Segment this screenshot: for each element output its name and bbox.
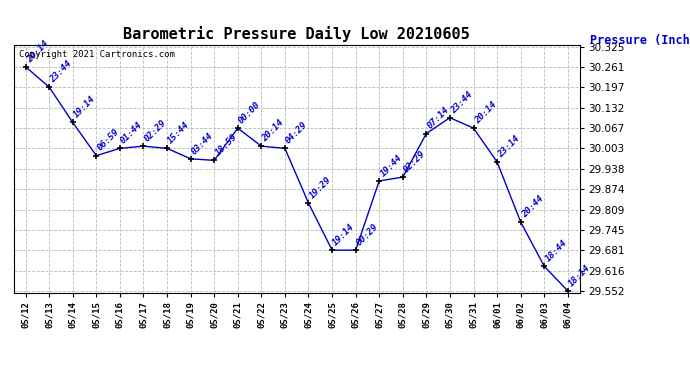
Text: 02:29: 02:29 [402,149,427,174]
Text: 23:14: 23:14 [496,134,522,159]
Text: 01:44: 01:44 [119,120,144,146]
Text: 19:14: 19:14 [72,94,97,120]
Text: 03:44: 03:44 [190,130,215,156]
Text: Pressure (Inches/Hg): Pressure (Inches/Hg) [590,34,690,47]
Text: 02:29: 02:29 [143,118,168,143]
Text: Copyright 2021 Cartronics.com: Copyright 2021 Cartronics.com [19,50,175,59]
Text: 18:59: 18:59 [213,132,239,158]
Text: 18:14: 18:14 [567,263,593,288]
Text: 06:59: 06:59 [95,128,121,153]
Text: 19:29: 19:29 [308,175,333,200]
Text: 19:14: 19:14 [331,222,357,248]
Text: 04:29: 04:29 [284,120,310,146]
Text: 23:44: 23:44 [449,90,475,115]
Text: 18:44: 18:44 [544,238,569,264]
Text: 20:14: 20:14 [25,39,50,64]
Text: 20:44: 20:44 [520,194,545,219]
Text: 19:44: 19:44 [378,153,404,178]
Text: 00:29: 00:29 [355,222,380,248]
Title: Barometric Pressure Daily Low 20210605: Barometric Pressure Daily Low 20210605 [124,27,470,42]
Text: 07:14: 07:14 [426,105,451,131]
Text: 00:00: 00:00 [237,100,262,125]
Text: 23:44: 23:44 [48,59,74,84]
Text: 20:14: 20:14 [261,118,286,143]
Text: 20:14: 20:14 [473,100,498,125]
Text: 15:44: 15:44 [166,120,192,146]
